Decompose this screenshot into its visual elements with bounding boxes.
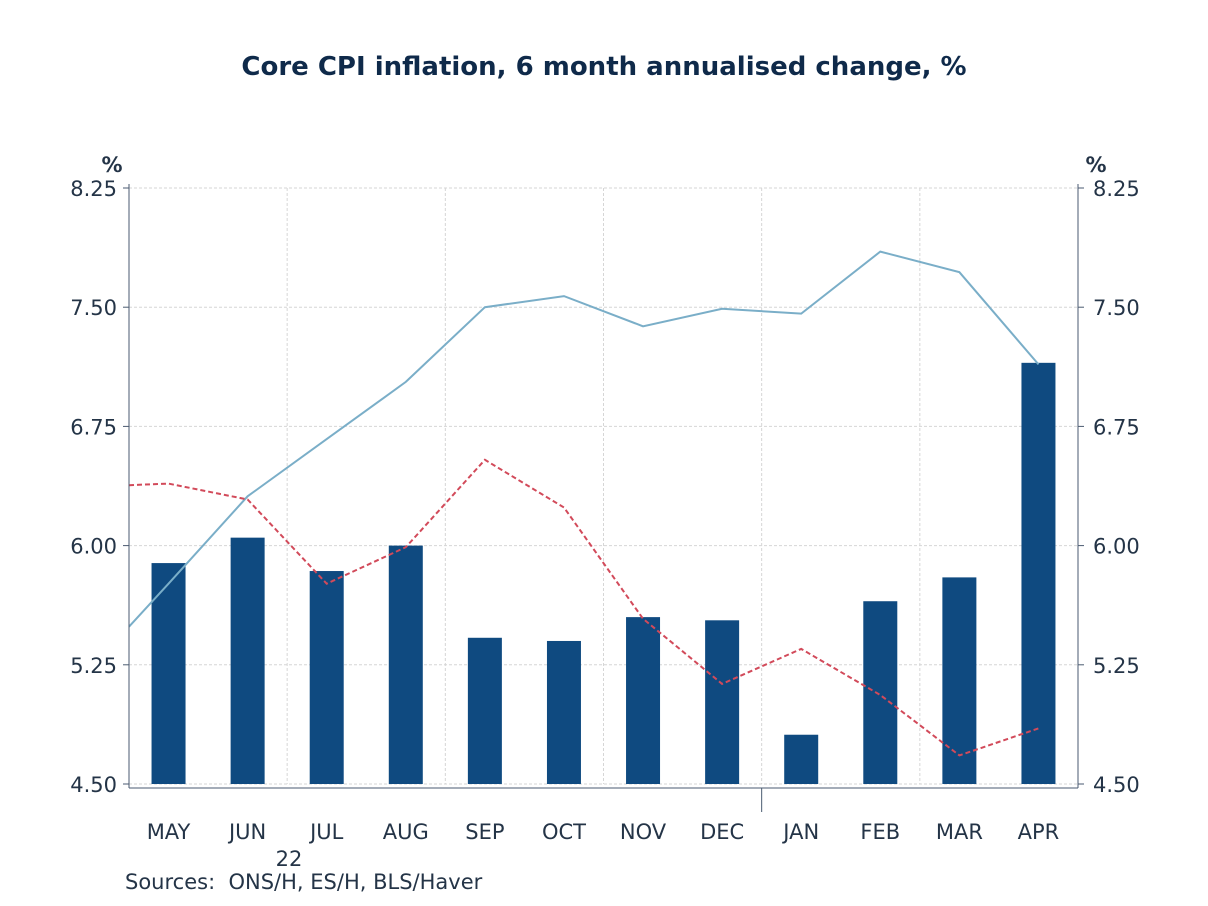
bar-jan <box>784 734 819 784</box>
bar-jul <box>309 571 344 784</box>
left-tick-label: 4.50 <box>70 773 117 797</box>
sources-note: Sources: ONS/H, ES/H, BLS/Haver <box>125 870 483 894</box>
category-label-nov: NOV <box>620 820 667 844</box>
bar-dec <box>705 620 740 784</box>
left-tick-label: 6.00 <box>70 535 117 559</box>
axes <box>123 184 1084 812</box>
left-tick-label: 5.25 <box>70 654 117 678</box>
right-tick-label: 5.25 <box>1093 654 1140 678</box>
right-tick-label: 6.00 <box>1093 535 1140 559</box>
bar-feb <box>863 601 898 784</box>
solid-line-series <box>128 250 1040 628</box>
bar-series <box>151 362 1056 784</box>
category-label-mar: MAR <box>936 820 983 844</box>
bar-may <box>151 563 186 784</box>
axis-labels: 4.50 4.50 5.25 5.25 6.00 6.00 6.75 6.75 7.50 7.50… <box>70 153 1140 871</box>
category-label-aug: AUG <box>383 820 429 844</box>
right-tick-label: 4.50 <box>1093 773 1140 797</box>
bar-mar <box>942 577 977 784</box>
category-label-apr: APR <box>1018 820 1060 844</box>
category-label-feb: FEB <box>860 820 900 844</box>
grid-lines <box>129 187 1078 785</box>
right-tick-label: 8.25 <box>1093 177 1140 201</box>
left-tick-label: 7.50 <box>70 296 117 320</box>
bar-nov <box>626 617 661 784</box>
bar-aug <box>388 545 423 784</box>
category-label-dec: DEC <box>700 820 744 844</box>
left-unit-label: % <box>101 153 122 177</box>
left-tick-label: 6.75 <box>70 415 117 439</box>
category-label-oct: OCT <box>542 820 586 844</box>
year-label: 22 <box>276 847 303 871</box>
right-tick-label: 6.75 <box>1093 415 1140 439</box>
bar-jun <box>230 537 265 784</box>
left-tick-label: 8.25 <box>70 177 117 201</box>
line-series <box>128 250 1040 757</box>
category-label-jul: JUL <box>308 820 344 844</box>
bar-sep <box>467 637 502 784</box>
right-tick-label: 7.50 <box>1093 296 1140 320</box>
category-label-jan: JAN <box>781 820 819 844</box>
dashed-line-series <box>128 458 1039 757</box>
chart-title: Core CPI inflation, 6 month annualised c… <box>241 52 967 82</box>
right-unit-label: % <box>1085 153 1106 177</box>
category-label-may: MAY <box>147 820 191 844</box>
bar-oct <box>546 640 581 784</box>
category-label-jun: JUN <box>227 820 266 844</box>
category-label-sep: SEP <box>465 820 504 844</box>
bar-apr <box>1021 362 1056 784</box>
